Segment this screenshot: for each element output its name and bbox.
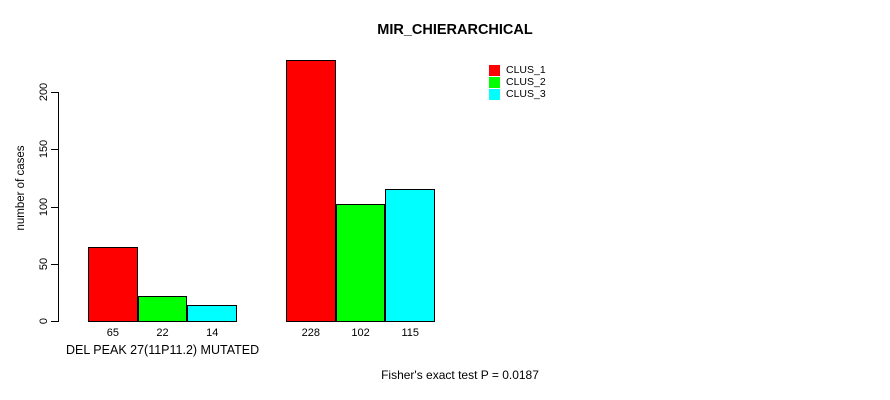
legend-label-clus1: CLUS_1 xyxy=(506,64,546,76)
y-axis-tick xyxy=(51,263,58,265)
y-axis-line xyxy=(58,92,59,322)
y-axis-title: number of cases xyxy=(15,145,27,231)
bar-clus_2-group1 xyxy=(137,295,188,322)
y-axis-tick xyxy=(51,321,58,322)
y-axis-tick xyxy=(51,206,58,208)
y-axis-tick-label: 150 xyxy=(38,140,50,159)
y-axis-tick xyxy=(51,92,58,93)
legend-swatch-clus2 xyxy=(489,76,500,88)
y-axis-tick xyxy=(51,149,58,151)
chart-title: MIR_CHIERARCHICAL xyxy=(377,22,533,38)
legend-swatch-clus1 xyxy=(489,64,500,76)
bar-clus_3-group2 xyxy=(385,189,436,322)
bar-value-label: 228 xyxy=(301,327,321,339)
y-axis-tick-label: 0 xyxy=(38,317,50,325)
bar-value-label: 115 xyxy=(401,327,420,339)
legend: CLUS_1 CLUS_2 CLUS_3 xyxy=(489,64,546,100)
y-axis-tick-label: 100 xyxy=(38,197,50,216)
bar-value-label: 102 xyxy=(351,327,370,339)
bar-clus_2-group2 xyxy=(335,204,386,322)
y-axis-tick-label: 50 xyxy=(38,257,50,270)
legend-swatch-clus3 xyxy=(489,88,500,100)
legend-label-clus2: CLUS_2 xyxy=(506,76,546,88)
legend-item-clus1: CLUS_1 xyxy=(489,64,546,76)
fisher-test-annotation: Fisher's exact test P = 0.0187 xyxy=(381,368,539,382)
bar-clus_3-group1 xyxy=(187,304,238,322)
bar-value-label: 14 xyxy=(206,327,219,339)
bar-value-label: 65 xyxy=(106,327,119,339)
y-axis-tick-label: 200 xyxy=(38,82,50,102)
legend-item-clus3: CLUS_3 xyxy=(489,88,546,100)
bar-clus_1-group1 xyxy=(88,246,138,322)
legend-item-clus2: CLUS_2 xyxy=(489,76,546,88)
x-axis-group-label: DEL PEAK 27(11P11.2) MUTATED xyxy=(65,343,260,357)
legend-label-clus3: CLUS_3 xyxy=(506,88,546,100)
bar-clus_1-group2 xyxy=(286,59,336,322)
bar-value-label: 22 xyxy=(156,327,169,339)
